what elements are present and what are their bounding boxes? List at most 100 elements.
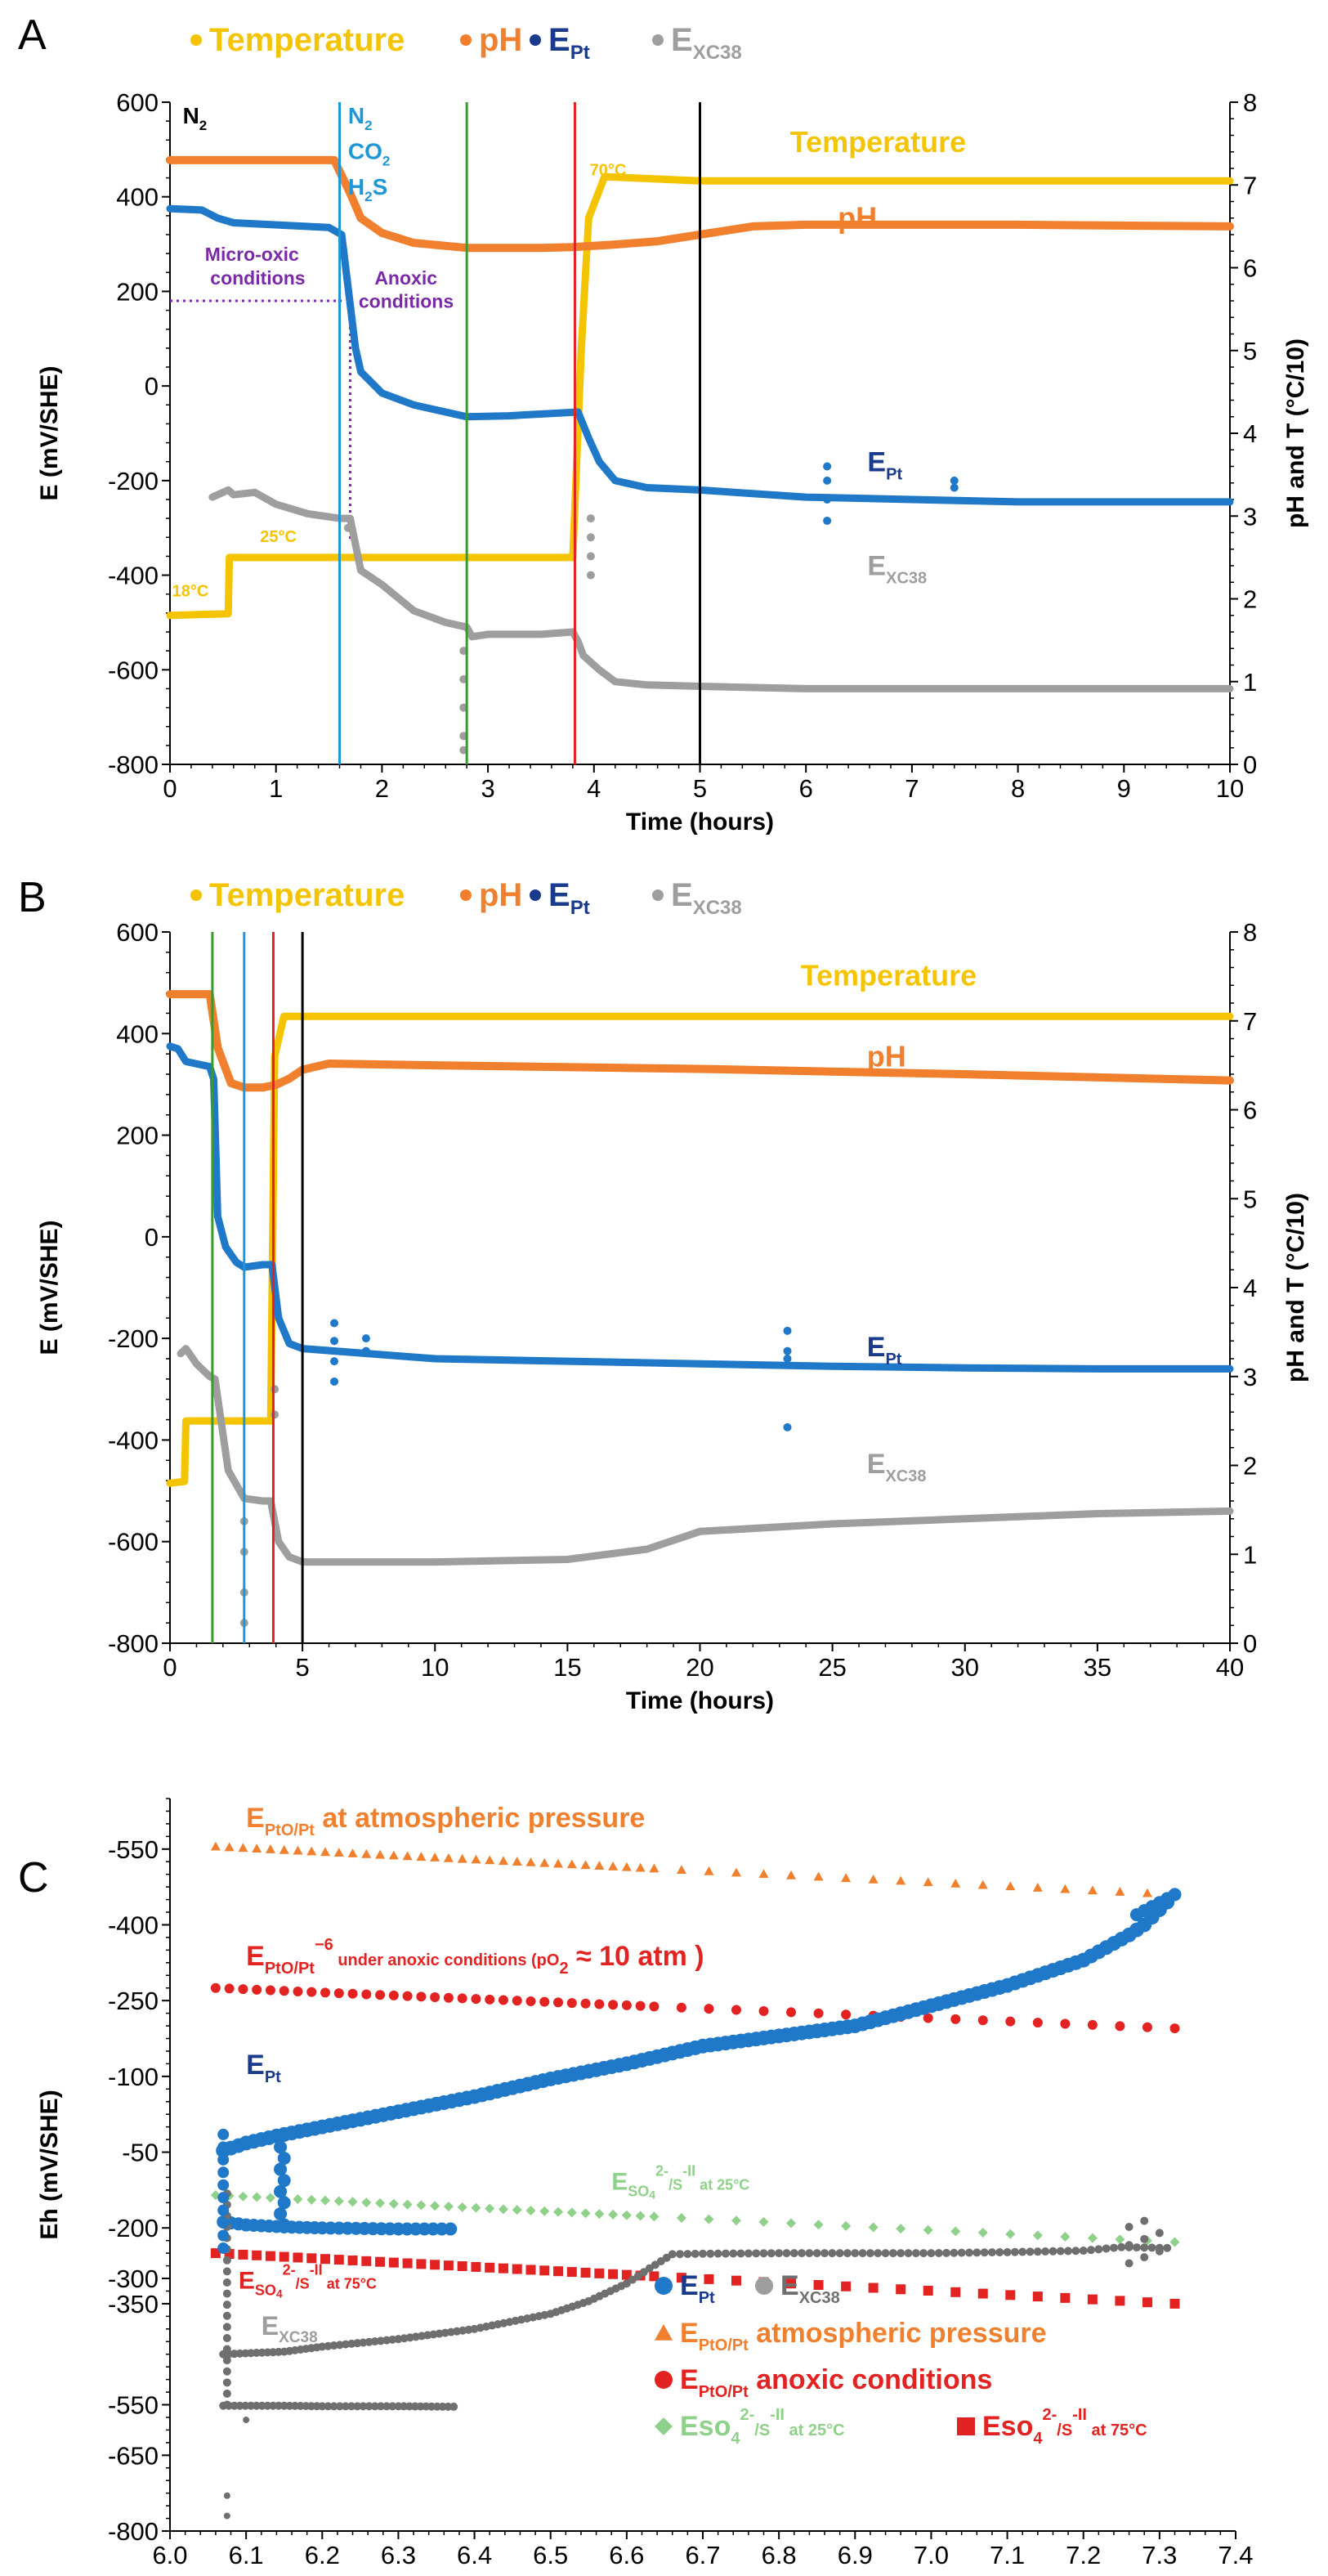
legend-name: E	[671, 877, 693, 913]
ref-point-1	[950, 2014, 961, 2024]
ref-point-2	[553, 2206, 564, 2217]
ref-point-3	[333, 2255, 344, 2265]
legend-label-l4a-main: Eso	[680, 2411, 731, 2442]
exc-point	[950, 2248, 959, 2257]
x-tick-label: 40	[1216, 1653, 1244, 1682]
ref-point-2	[320, 2195, 331, 2206]
legend-marker-1	[460, 889, 472, 901]
ref-point-3	[566, 2267, 577, 2278]
series-EXC38	[177, 1345, 1234, 1566]
exc-point	[1018, 2247, 1027, 2256]
legend-sub: Pt	[570, 897, 590, 919]
y2-tick-label: 3	[1243, 502, 1257, 531]
exc-point	[721, 2249, 730, 2258]
annotation-eptC: EPt	[246, 2050, 281, 2086]
annotation-so75-main: E	[239, 2267, 255, 2294]
exc-point	[222, 2311, 231, 2320]
x-tick-label: 6.0	[152, 2541, 187, 2569]
exc-point	[736, 2249, 745, 2258]
ept-point	[444, 2222, 458, 2236]
exc-point	[1087, 2246, 1096, 2255]
ref-point-0	[841, 1873, 852, 1883]
x-tick-label: 2	[375, 774, 389, 803]
ref-point-0	[553, 1858, 564, 1868]
ref-point-3	[306, 2253, 317, 2264]
outlier-point-0	[823, 476, 832, 485]
exc-point	[222, 2289, 231, 2298]
ref-point-1	[1060, 2018, 1071, 2029]
exc-point	[812, 2249, 821, 2258]
panel-C: C 6.0 6.1 6.2 6.3 6.4 6.5 6.6 6.7 6.8 6.9 7.0 7.1 7.2…	[18, 1798, 1254, 2576]
exc-point	[782, 2249, 791, 2258]
exc-point	[222, 2300, 231, 2309]
outlier-point-1	[586, 533, 595, 542]
ref-point-2	[813, 2220, 824, 2230]
ref-point-0	[704, 1866, 714, 1875]
ref-point-1	[333, 1988, 344, 1999]
y-tick-label: -350	[108, 2290, 159, 2318]
ref-point-2	[704, 2214, 714, 2224]
annotation-n2b: N2	[348, 103, 373, 133]
y2-axis-label: pH and T (°C/10)	[1282, 1193, 1309, 1382]
ept-point	[274, 2162, 288, 2176]
annotation-excB: EXC38	[867, 1449, 927, 1485]
annotation-eptC-main: E	[246, 2050, 265, 2081]
ref-point-0	[977, 1879, 988, 1889]
ref-point-1	[320, 1987, 331, 1998]
ref-point-1	[375, 1990, 386, 2000]
legend-label-l1b-sub: XC38	[799, 2289, 840, 2307]
ref-point-2	[621, 2210, 632, 2220]
y-tick-label: -800	[108, 2517, 159, 2546]
annotation-so25-tail: /S	[668, 2176, 682, 2193]
legend-sub: Pt	[570, 42, 590, 64]
outlier-point-0	[361, 1346, 370, 1355]
y2-tick-label: 8	[1243, 88, 1257, 117]
ref-point-1	[621, 2000, 632, 2010]
ref-point-2	[758, 2216, 769, 2227]
outlier-point-0	[330, 1337, 339, 1346]
ref-point-3	[594, 2268, 605, 2278]
y-tick-label: 600	[116, 88, 159, 117]
exc-point	[222, 2333, 231, 2342]
annotation-anoxic1: Anoxic	[374, 267, 437, 289]
annotation-microoxic2-main: conditions	[210, 267, 305, 289]
ref-point-1	[279, 1986, 289, 1996]
ref-point-2	[471, 2202, 481, 2213]
ref-point-2	[566, 2207, 577, 2218]
exc-point	[858, 2249, 867, 2258]
y-tick-label: 600	[116, 918, 159, 947]
annotation-eptA-sub: Pt	[886, 465, 902, 483]
outlier-point-0	[950, 483, 959, 492]
x-tick-label: 20	[686, 1653, 713, 1682]
ref-point-3	[923, 2286, 933, 2296]
ref-point-1	[443, 1992, 454, 2003]
y-tick-label: -650	[108, 2441, 159, 2470]
annotation-anox: EPtO/Pt−6 under anoxic conditions (pO2 ≈…	[246, 1936, 704, 1978]
ept-point	[217, 2204, 230, 2216]
legend-label-l4a: Eso42-/S-II at 25°C	[680, 2406, 845, 2448]
annotation-eptA: EPt	[867, 446, 902, 483]
exc-point	[767, 2249, 776, 2258]
exc-point	[1125, 2259, 1133, 2268]
ref-point-0	[676, 1865, 686, 1875]
ref-point-0	[896, 1875, 906, 1885]
y-tick-label: -400	[108, 1911, 159, 1939]
annotation-so75-tail2: at 75°C	[323, 2275, 377, 2292]
annotation-phB-main: pH	[867, 1040, 906, 1073]
annotation-atm-main: E	[246, 1803, 265, 1834]
ref-point-2	[1115, 2234, 1125, 2245]
y-tick-label: -200	[108, 2214, 159, 2242]
x-tick-label: 6.1	[229, 2541, 264, 2569]
ref-point-1	[786, 2007, 797, 2018]
annotation-atm-sub: PtO/Pt	[265, 1821, 315, 1839]
ref-point-3	[553, 2266, 564, 2277]
ref-point-2	[375, 2197, 386, 2208]
annotation-anox-main: E	[246, 1941, 265, 1972]
x-tick-label: 10	[1216, 774, 1244, 803]
annotation-anoxic2: conditions	[359, 291, 454, 312]
outlier-point-0	[823, 495, 832, 504]
annotation-t70: 70°C	[590, 162, 627, 180]
annotation-excA-sub: XC38	[886, 570, 927, 588]
legend-marker-2	[530, 34, 541, 46]
panel-letter-A: A	[18, 11, 47, 59]
